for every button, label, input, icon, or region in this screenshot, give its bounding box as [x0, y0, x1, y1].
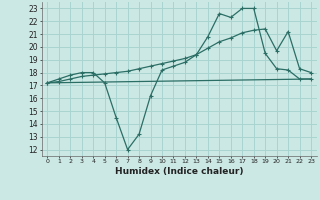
X-axis label: Humidex (Indice chaleur): Humidex (Indice chaleur): [115, 167, 244, 176]
